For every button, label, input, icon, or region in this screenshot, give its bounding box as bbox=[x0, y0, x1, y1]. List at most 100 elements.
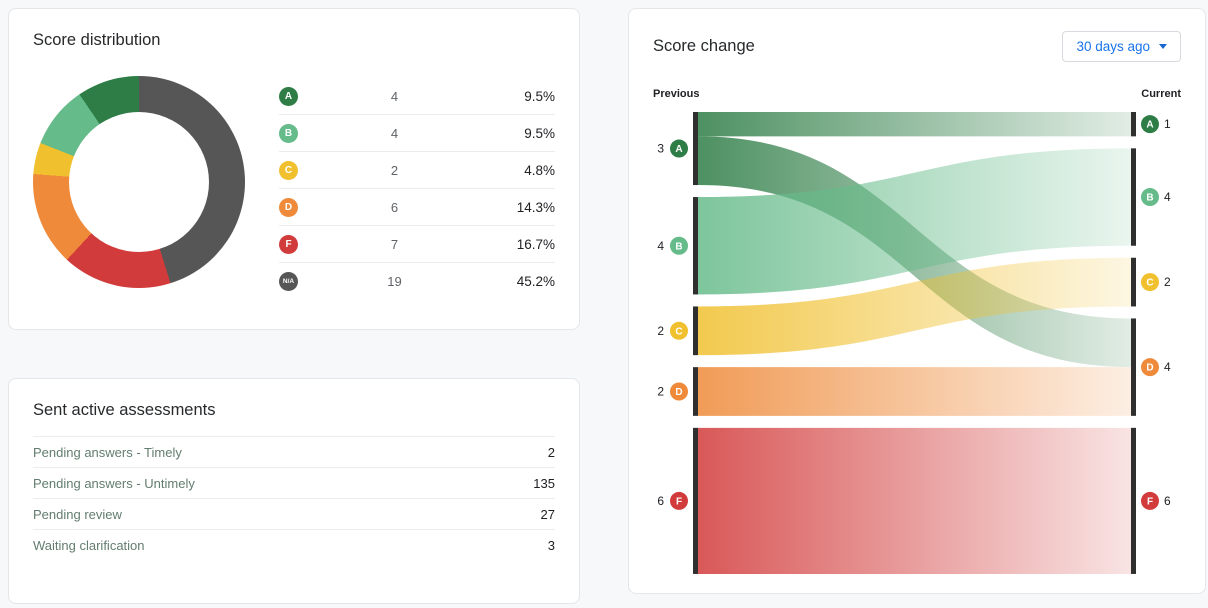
sankey-flow-C-C bbox=[698, 257, 1131, 356]
node-count: 2 bbox=[1164, 275, 1171, 289]
score-change-title: Score change bbox=[653, 37, 755, 55]
grade-percent: 9.5% bbox=[524, 125, 555, 141]
sankey-node-left-f bbox=[693, 427, 698, 574]
badge-letter: C bbox=[1146, 278, 1153, 289]
assessments-rows: Pending answers - Timely 2 Pending answers… bbox=[33, 436, 555, 560]
grade-badge-c bbox=[1141, 273, 1159, 292]
grade-badge-na: N/A bbox=[279, 272, 298, 291]
node-count: 4 bbox=[1164, 360, 1171, 374]
score-distribution-donut bbox=[33, 76, 245, 288]
assessment-row: Pending answers - Untimely 135 bbox=[33, 467, 555, 498]
donut-hole bbox=[69, 112, 209, 252]
grade-count: 4 bbox=[390, 88, 399, 104]
sankey-flow-B-B bbox=[698, 148, 1131, 295]
badge-letter: B bbox=[1146, 193, 1153, 204]
node-count: 6 bbox=[1164, 494, 1171, 508]
assessment-label: Pending review bbox=[33, 506, 122, 522]
chevron-down-icon bbox=[1159, 44, 1167, 49]
sankey-node-left-d bbox=[693, 367, 698, 416]
grade-percent: 45.2% bbox=[516, 274, 555, 289]
assessment-value: 2 bbox=[547, 444, 555, 460]
grade-badge-d bbox=[1141, 358, 1159, 377]
sankey-flow-D-D bbox=[698, 367, 1131, 416]
badge-letter: C bbox=[675, 326, 682, 337]
grade-percent: 16.7% bbox=[516, 236, 555, 252]
score-distribution-card: Score distribution A 4 9.5% B 4 9.5% C 2 4.8% D 6 1… bbox=[8, 8, 580, 330]
grade-count: 6 bbox=[390, 199, 399, 215]
sankey-node-left-c bbox=[693, 306, 698, 356]
assessment-value: 3 bbox=[547, 537, 555, 553]
sankey-left-header: Previous bbox=[653, 88, 700, 100]
assessment-value: 27 bbox=[540, 506, 555, 522]
assessment-label: Waiting clarification bbox=[33, 537, 145, 553]
score-distribution-row-f: F 7 16.7% bbox=[279, 226, 555, 263]
badge-letter: A bbox=[1146, 120, 1153, 131]
grade-percent: 4.8% bbox=[524, 162, 555, 178]
grade-count: 2 bbox=[390, 162, 399, 178]
badge-letter: A bbox=[675, 144, 682, 155]
sankey-node-left-b bbox=[693, 197, 698, 295]
badge-letter: D bbox=[1146, 363, 1153, 374]
sankey-node-right-d bbox=[1131, 318, 1136, 416]
node-count: 1 bbox=[1164, 117, 1171, 131]
assessments-title: Sent active assessments bbox=[33, 401, 216, 419]
grade-badge-a bbox=[670, 139, 688, 158]
sankey-node-right-a bbox=[1131, 112, 1136, 137]
score-change-card: Score change 30 days ago Previous Curren… bbox=[628, 8, 1206, 594]
score-change-header: Score change 30 days ago bbox=[653, 31, 1181, 62]
node-count: 6 bbox=[657, 494, 664, 508]
grade-badge-b bbox=[670, 236, 688, 255]
grade-percent: 9.5% bbox=[524, 88, 555, 104]
sankey-right-header: Current bbox=[1141, 88, 1181, 100]
grade-badge-c: C bbox=[279, 160, 298, 180]
grade-count: 4 bbox=[390, 125, 399, 141]
score-distribution-content: A 4 9.5% B 4 9.5% C 2 4.8% D 6 14.3% F 7 16.7% N/A 19 45.… bbox=[33, 76, 555, 300]
assessment-value: 135 bbox=[533, 475, 555, 491]
sankey-flow-A-A bbox=[698, 112, 1131, 137]
sankey-node-right-c bbox=[1131, 257, 1136, 307]
grade-badge-a bbox=[1141, 115, 1159, 134]
grade-count: 7 bbox=[390, 236, 399, 252]
node-count: 4 bbox=[1164, 190, 1171, 204]
badge-letter: F bbox=[1147, 496, 1153, 507]
node-count: 4 bbox=[657, 239, 664, 253]
node-count: 2 bbox=[657, 385, 664, 399]
score-distribution-row-na: N/A 19 45.2% bbox=[279, 263, 555, 300]
assessment-label: Pending answers - Untimely bbox=[33, 475, 195, 491]
grade-badge-a: A bbox=[279, 86, 298, 106]
period-selector-button[interactable]: 30 days ago bbox=[1062, 31, 1181, 62]
sankey-flow-F-F bbox=[698, 427, 1131, 574]
grade-badge-f: F bbox=[279, 234, 298, 254]
period-selector-label: 30 days ago bbox=[1076, 39, 1150, 54]
score-distribution-row-c: C 2 4.8% bbox=[279, 152, 555, 189]
grade-badge-d bbox=[670, 382, 688, 401]
grade-badge-c bbox=[670, 321, 688, 340]
node-count: 2 bbox=[657, 324, 664, 338]
assessments-card: Sent active assessments Pending answers … bbox=[8, 378, 580, 604]
score-distribution-title: Score distribution bbox=[33, 31, 161, 49]
assessment-label: Pending answers - Timely bbox=[33, 444, 182, 460]
grade-count: 19 bbox=[387, 274, 402, 289]
score-distribution-table: A 4 9.5% B 4 9.5% C 2 4.8% D 6 14.3% F 7 16.7% N/A 19 45.… bbox=[279, 78, 555, 300]
node-count: 3 bbox=[657, 142, 664, 156]
score-distribution-row-a: A 4 9.5% bbox=[279, 78, 555, 115]
grade-badge-f bbox=[1141, 491, 1159, 510]
grade-badge-d: D bbox=[279, 197, 298, 217]
sankey-node-right-b bbox=[1131, 148, 1136, 246]
sankey-node-right-f bbox=[1131, 427, 1136, 574]
assessment-row: Waiting clarification 3 bbox=[33, 529, 555, 560]
badge-letter: B bbox=[675, 241, 682, 252]
badge-letter: D bbox=[675, 387, 682, 398]
grade-badge-f bbox=[670, 491, 688, 510]
score-distribution-row-b: B 4 9.5% bbox=[279, 115, 555, 152]
badge-letter: F bbox=[676, 496, 682, 507]
score-distribution-row-d: D 6 14.3% bbox=[279, 189, 555, 226]
grade-percent: 14.3% bbox=[516, 199, 555, 215]
assessment-row: Pending answers - Timely 2 bbox=[33, 436, 555, 467]
assessment-row: Pending review 27 bbox=[33, 498, 555, 529]
grade-badge-b: B bbox=[279, 123, 298, 143]
sankey-node-left-a bbox=[693, 112, 698, 186]
grade-badge-b bbox=[1141, 188, 1159, 207]
